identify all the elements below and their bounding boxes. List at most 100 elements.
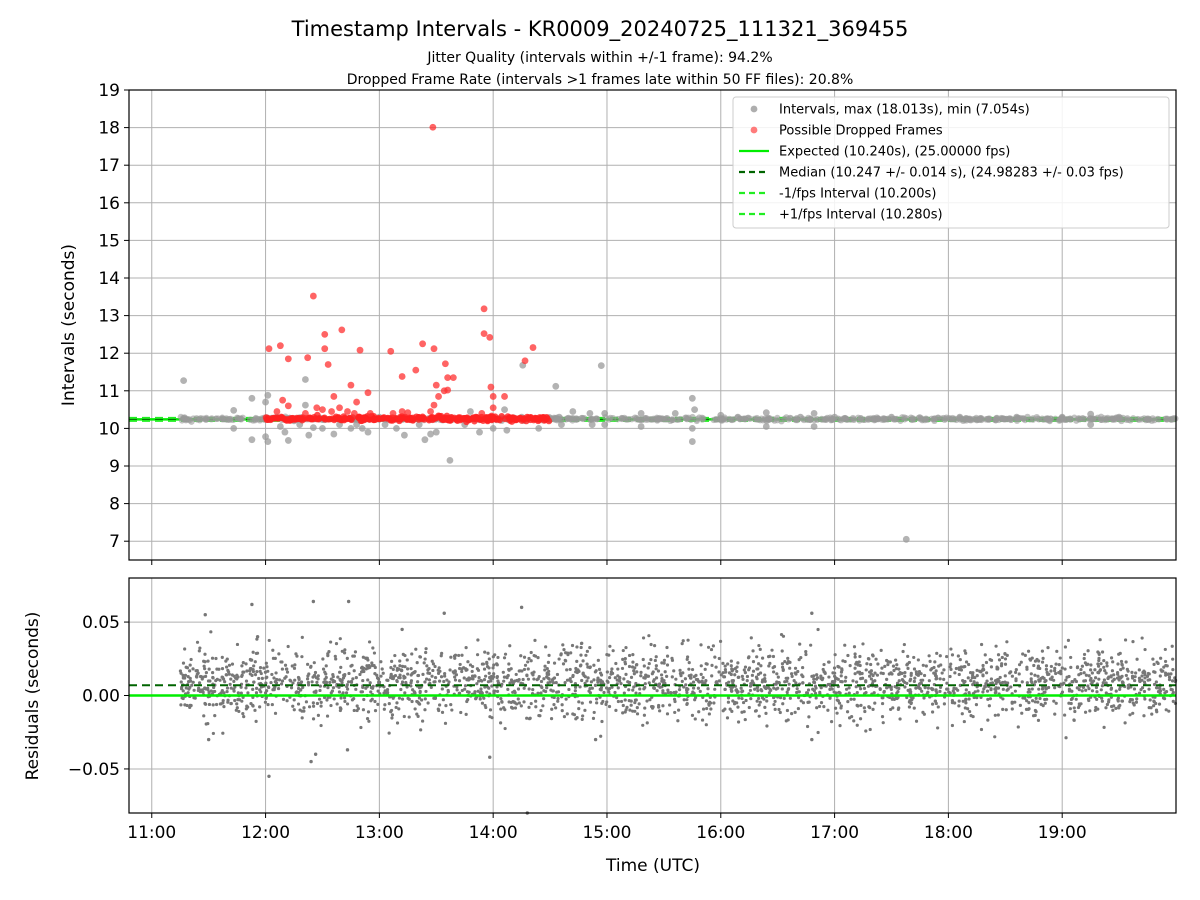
interval-point [810,423,818,430]
residual-point [947,690,951,694]
residual-point [1140,636,1144,640]
residual-point [406,672,410,676]
residual-point [1044,667,1048,671]
residual-point [480,662,485,666]
interval-point [535,425,543,432]
residual-point [220,689,224,693]
residual-point [502,656,507,660]
residual-point [1080,689,1084,693]
residual-point [1161,696,1166,700]
residual-point [672,690,676,695]
residual-point [1152,662,1156,666]
residual-point [520,669,524,673]
residual-point [463,687,467,691]
residual-point [1167,709,1171,713]
residual-point [485,690,489,694]
residual-point [509,667,513,671]
residual-point [812,680,816,684]
residual-point [1089,663,1093,667]
residual-point [503,708,507,712]
intervals-legend: Intervals, max (18.013s), min (7.054s)Po… [732,96,1170,229]
residual-point [812,677,816,681]
residual-point [433,664,437,669]
residual-point [439,654,443,658]
residual-point [1027,687,1031,692]
residual-point [1116,696,1120,700]
residual-point [692,675,696,679]
residual-point [460,688,464,693]
residual-point [343,699,347,704]
residual-point [403,665,407,669]
residual-point [571,673,575,678]
residual-point [323,681,327,685]
residual-point [375,673,379,677]
residual-point [391,667,395,672]
residual-point [621,657,625,661]
residual-point [545,675,549,679]
residual-point [203,660,207,664]
residual-point [1137,668,1141,672]
dropped-frame-point [306,414,314,421]
residual-point [1137,691,1142,695]
residual-point [559,653,563,657]
residual-point [585,649,589,653]
residual-point [749,697,753,701]
residual-point [790,712,794,716]
residual-point [614,661,618,666]
residual-point [930,702,935,706]
residual-point [206,686,210,690]
residual-point [783,660,787,664]
residual-point [1052,678,1056,682]
residual-point [212,685,216,690]
residual-point [969,714,973,718]
residual-point [613,676,617,680]
residual-point [185,703,189,708]
dropped-frame-point [313,404,321,412]
residual-point [1163,659,1168,664]
residual-point [360,665,364,669]
residual-point [1157,702,1162,706]
residual-point [630,665,635,669]
residual-point [429,685,433,690]
residual-point [942,677,946,681]
residual-point [666,688,670,692]
residual-point [913,676,917,680]
residual-point [383,689,387,693]
interval-point [330,430,338,438]
residual-point [536,655,540,660]
residual-point [458,666,462,671]
residual-point [641,657,645,662]
residual-point [342,696,347,700]
residual-point [592,678,596,682]
residual-point [409,667,413,671]
residual-point [631,652,635,657]
residual-point [565,712,569,716]
residual-point [777,680,781,685]
residual-point [749,681,753,686]
residual-point [236,691,240,695]
residual-point [950,698,955,703]
dropped-frame-point [330,393,338,400]
residual-point [395,721,400,725]
legend-label: Expected (10.240s), (25.00000 fps) [779,145,1010,160]
residual-point [458,662,462,667]
dropped-frame-point [451,414,458,422]
interval-point [564,415,571,422]
residual-point [1163,671,1168,675]
intervals-y-tick-label: 14 [98,269,120,289]
residual-point [575,659,579,664]
residual-point [540,685,544,690]
residual-point [598,678,602,682]
residual-point [183,673,188,677]
residual-point [430,659,434,663]
residual-point [1118,703,1122,708]
residual-point [717,670,721,674]
residual-point [870,653,875,657]
residual-point [999,664,1004,668]
residual-point [307,672,311,676]
residual-point [1109,656,1114,660]
residual-point [895,663,899,667]
residual-point [483,650,487,654]
residual-point [709,647,714,652]
residual-point [833,676,838,681]
